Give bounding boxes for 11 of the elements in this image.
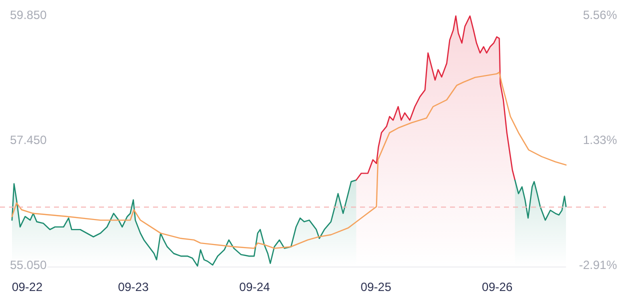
x-tick-label: 09-24 [239,280,270,294]
x-tick-label: 09-22 [12,280,43,294]
x-tick-label: 09-25 [360,280,392,294]
y-tick-label: 59.850 [10,8,48,22]
y2-tick-label: 5.56% [582,8,618,22]
y2-tick-label: 1.33% [582,133,618,148]
x-tick-label: 09-26 [482,280,513,294]
y-tick-label: 55.050 [10,258,48,272]
y-tick-label: 57.450 [10,133,48,148]
x-tick-label: 09-23 [118,280,149,294]
y2-tick-label: -2.91% [578,258,618,272]
